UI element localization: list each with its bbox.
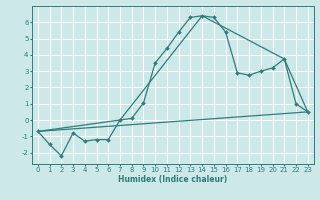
X-axis label: Humidex (Indice chaleur): Humidex (Indice chaleur): [118, 175, 228, 184]
